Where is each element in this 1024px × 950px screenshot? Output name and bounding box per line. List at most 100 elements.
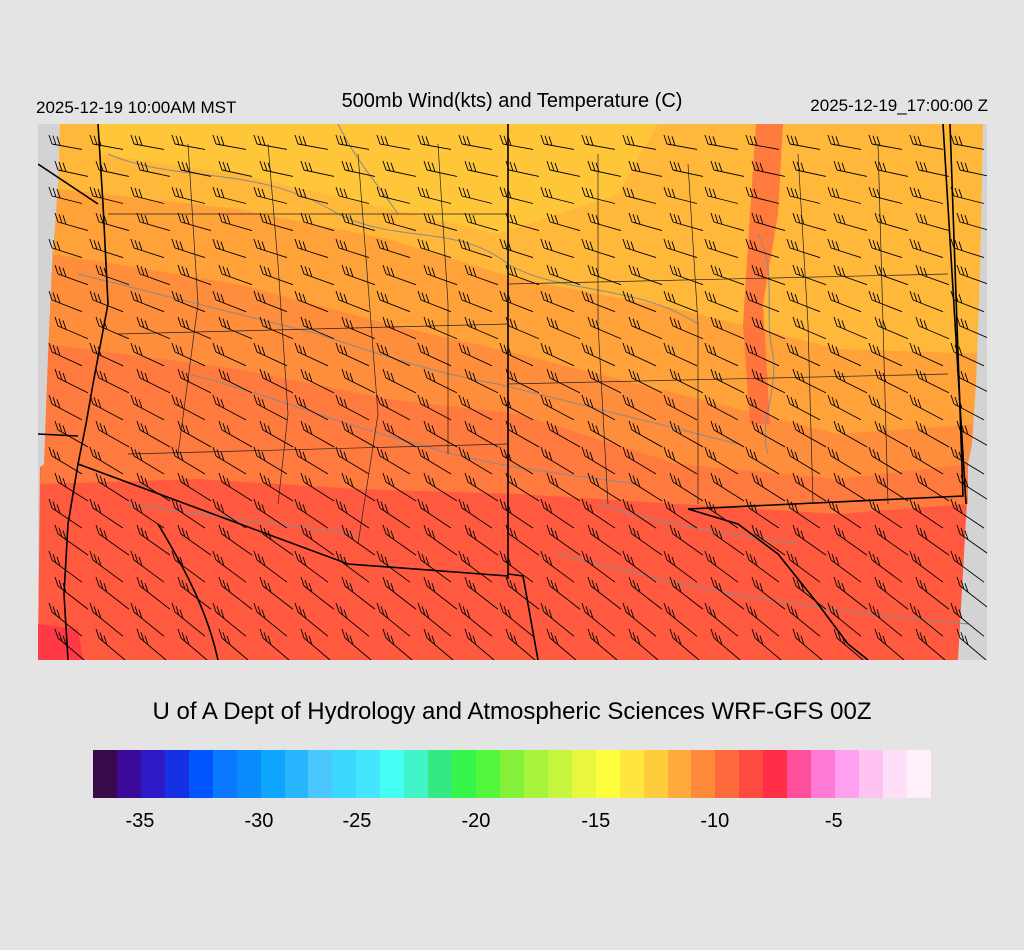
wind-barb <box>259 628 290 660</box>
wind-barb <box>95 368 130 394</box>
wind-barb <box>417 134 452 150</box>
wind-barb <box>423 576 458 610</box>
wind-barb <box>628 160 663 177</box>
colorbar-swatch <box>380 750 405 798</box>
wind-barb <box>786 186 821 204</box>
wind-barb <box>464 264 499 286</box>
wind-barb <box>294 550 329 583</box>
wind-barb <box>628 316 663 340</box>
wind-barb <box>915 628 946 660</box>
wind-barb <box>54 316 89 340</box>
colorbar-swatch <box>906 750 931 798</box>
wind-barb <box>874 264 909 286</box>
wind-barb <box>663 186 698 204</box>
wind-barb <box>669 576 704 610</box>
wind-barb <box>868 238 903 259</box>
wind-barb <box>622 602 657 637</box>
wind-barb <box>792 576 827 610</box>
wind-barb <box>54 576 89 610</box>
wind-barb <box>874 420 909 448</box>
wind-barb <box>950 446 985 475</box>
wind-barb <box>458 290 493 313</box>
wind-barb <box>628 420 663 448</box>
wind-barb <box>458 394 493 421</box>
wind-barb <box>417 602 452 637</box>
colorbar-swatch <box>164 750 189 798</box>
wind-barb <box>915 576 950 610</box>
wind-barb <box>540 446 575 475</box>
wind-barb <box>54 212 89 231</box>
wind-barb <box>546 420 581 448</box>
wind-barb <box>909 602 944 637</box>
wind-barb <box>341 316 376 340</box>
wind-barb <box>458 602 493 637</box>
colorbar-swatch <box>523 750 548 798</box>
wind-barb <box>874 628 905 660</box>
wind-barb <box>300 628 331 660</box>
wind-barb <box>458 238 493 259</box>
wind-barb <box>382 628 413 660</box>
wind-barb <box>335 290 370 313</box>
colorbar-tick-label: -10 <box>700 810 730 832</box>
wind-barb <box>335 186 370 204</box>
colorbar-swatch <box>140 750 165 798</box>
wind-barb <box>827 342 862 367</box>
wind-barb <box>505 472 540 502</box>
wind-barb <box>382 472 417 502</box>
wind-barb <box>909 446 944 475</box>
wind-barb <box>130 238 165 259</box>
colorbar-tick-label: -25 <box>342 810 372 832</box>
wind-barb <box>950 498 985 529</box>
wind-barb <box>546 628 577 660</box>
wind-barb <box>130 134 165 150</box>
wind-barb <box>341 576 376 610</box>
wind-barb <box>171 186 206 204</box>
wind-barb <box>868 186 903 204</box>
wind-barb <box>792 212 827 231</box>
wind-barb <box>792 160 827 177</box>
wind-barb <box>48 186 83 204</box>
wind-barb <box>417 550 452 583</box>
wind-barb <box>540 550 575 583</box>
wind-barb <box>95 264 130 286</box>
wind-barb <box>745 290 780 313</box>
wind-barb <box>423 212 458 231</box>
wind-barb <box>915 316 950 340</box>
wind-barb <box>546 524 581 556</box>
wind-barb <box>792 316 827 340</box>
wind-barb <box>622 550 657 583</box>
wind-barb <box>868 446 903 475</box>
wind-barb <box>130 290 165 313</box>
wind-barb <box>833 524 868 556</box>
colorbar-swatch <box>284 750 309 798</box>
wind-barb <box>710 576 745 610</box>
colorbar-swatch <box>571 750 596 798</box>
wind-barb <box>95 524 130 556</box>
wind-barb <box>136 420 171 448</box>
wind-barb <box>218 212 253 231</box>
wind-barb <box>48 394 83 421</box>
wind-barb <box>786 446 821 475</box>
wind-barb <box>950 602 985 637</box>
wind-barb <box>171 394 206 421</box>
wind-barb <box>751 472 786 502</box>
wind-barb <box>335 550 370 583</box>
wind-barb <box>587 420 622 448</box>
wind-barb <box>130 602 165 637</box>
wind-barb <box>54 420 89 448</box>
wind-barb <box>710 524 745 556</box>
wind-barb <box>909 134 944 150</box>
wind-barb <box>956 264 987 285</box>
wind-barb <box>505 628 536 660</box>
wind-barb <box>710 316 745 340</box>
wind-barb <box>745 550 780 583</box>
wind-barb <box>874 212 909 231</box>
wind-barb <box>786 498 821 529</box>
colorbar-swatch <box>643 750 668 798</box>
wind-barb <box>218 524 253 556</box>
wind-barb <box>704 498 739 529</box>
wind-barb <box>622 238 657 259</box>
wind-barb <box>710 628 741 660</box>
wind-barb <box>376 394 411 421</box>
wind-barb <box>868 394 903 421</box>
